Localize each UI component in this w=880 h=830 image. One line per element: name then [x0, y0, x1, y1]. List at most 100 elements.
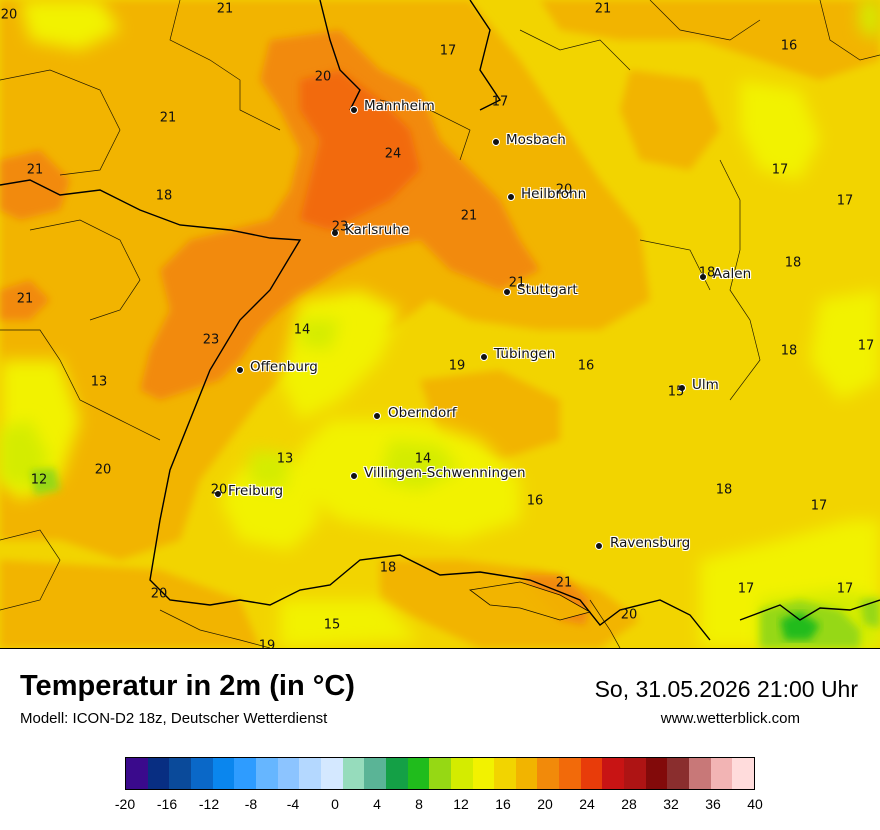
city-dot-ulm: [678, 384, 686, 392]
city-dot-ravensburg: [595, 542, 603, 550]
legend-swatch: [710, 758, 733, 789]
city-label-villingen-schwenningen: Villingen-Schwenningen: [364, 465, 526, 481]
city-dot-freiburg: [214, 490, 222, 498]
temp-value: 18: [698, 265, 716, 281]
legend-tick-label: -16: [156, 796, 178, 812]
temp-value: 19: [258, 638, 276, 649]
temp-value: 17: [771, 162, 789, 178]
legend-swatch: [255, 758, 278, 789]
temp-value: 16: [526, 493, 544, 509]
city-label-stuttgart: Stuttgart: [517, 282, 578, 298]
temp-value: 20: [94, 462, 112, 478]
legend-tick-label: -4: [286, 796, 300, 812]
legend-tick-label: 20: [537, 796, 553, 812]
legend-tick-label: 32: [663, 796, 679, 812]
legend-swatch: [429, 758, 451, 789]
temp-value: 18: [715, 482, 733, 498]
temp-value: 15: [667, 384, 685, 400]
temperature-map: Mannheim Mosbach Heilbronn Karlsruhe Stu…: [0, 0, 880, 649]
temp-value: 20: [150, 586, 168, 602]
city-label-ulm: Ulm: [692, 377, 719, 393]
temp-value: 17: [836, 193, 854, 209]
legend-swatch: [364, 758, 386, 789]
legend-tick-label: -20: [114, 796, 136, 812]
temp-value: 23: [331, 219, 349, 235]
legend-swatch: [580, 758, 603, 789]
temp-value: 16: [577, 358, 595, 374]
temp-value: 16: [780, 38, 798, 54]
temp-value: 17: [836, 581, 854, 597]
color-scale-legend: [125, 757, 755, 790]
legend-tick-label: 40: [747, 796, 763, 812]
legend-tick-label: 4: [373, 796, 381, 812]
city-dot-tuebingen: [480, 353, 488, 361]
temp-value: 20: [620, 607, 638, 623]
temperature-field: [0, 0, 880, 648]
city-label-karlsruhe: Karlsruhe: [345, 222, 410, 238]
temp-value: 19: [448, 358, 466, 374]
legend-tick-label: -8: [244, 796, 258, 812]
city-dot-offenburg: [236, 366, 244, 374]
city-label-tuebingen: Tübingen: [494, 346, 556, 362]
city-label-freiburg: Freiburg: [228, 483, 284, 499]
temp-value: 21: [159, 110, 177, 126]
city-label-oberndorf: Oberndorf: [388, 405, 457, 421]
temp-value: 20: [314, 69, 332, 85]
temp-value: 21: [216, 1, 234, 17]
legend-swatch: [645, 758, 668, 789]
legend-swatch: [299, 758, 321, 789]
temp-value: 17: [491, 94, 509, 110]
temp-band-24: [300, 70, 420, 230]
legend-swatch: [212, 758, 235, 789]
legend-swatch: [602, 758, 625, 789]
legend-swatch: [147, 758, 170, 789]
temp-value: 17: [810, 498, 828, 514]
legend-tick-label: 24: [579, 796, 595, 812]
city-dot-stuttgart: [503, 288, 511, 296]
legend-tick-label: 36: [705, 796, 721, 812]
temp-value: 20: [210, 482, 228, 498]
temp-value: 21: [26, 162, 44, 178]
temp-value: 12: [30, 472, 48, 488]
legend-swatch: [277, 758, 300, 789]
temp-value: 15: [323, 617, 341, 633]
temp-band-10: [780, 612, 820, 640]
legend-swatch: [494, 758, 516, 789]
temp-value: 23: [202, 332, 220, 348]
temp-value: 20: [555, 182, 573, 198]
district-borders: [0, 0, 880, 648]
legend-swatch: [450, 758, 473, 789]
temp-value: 20: [0, 7, 18, 23]
legend-tick-label: 28: [621, 796, 637, 812]
website-credit: www.wetterblick.com: [660, 710, 800, 727]
temp-value: 21: [594, 1, 612, 17]
legend-tick-label: 8: [415, 796, 423, 812]
city-label-mosbach: Mosbach: [506, 132, 566, 148]
city-dot-karlsruhe: [331, 229, 339, 237]
city-dot-aalen: [699, 273, 707, 281]
legend-swatch: [732, 758, 755, 789]
city-dot-heilbronn: [507, 193, 515, 201]
legend-swatch: [537, 758, 560, 789]
temp-value: 18: [155, 188, 173, 204]
legend-swatch: [407, 758, 430, 789]
legend-swatch: [624, 758, 646, 789]
temp-value: 21: [555, 575, 573, 591]
forecast-datetime: So, 31.05.2026 21:00 Uhr: [594, 676, 858, 702]
legend-swatch: [515, 758, 538, 789]
legend-ticks: -20 -16 -12 -8 -4 0 4 8 12 16 20 24 28 32 36 40: [0, 796, 880, 814]
temp-value: 17: [737, 581, 755, 597]
legend-swatch: [320, 758, 343, 789]
legend-swatch: [559, 758, 581, 789]
country-borders: [0, 0, 880, 641]
temp-band-16: [0, 0, 880, 648]
city-dot-oberndorf: [373, 412, 381, 420]
temp-value: 17: [857, 338, 875, 354]
city-dot-mannheim: [350, 106, 358, 114]
city-label-aalen: Aalen: [713, 266, 752, 282]
legend-swatch: [667, 758, 690, 789]
lake-constance: [469, 581, 592, 621]
temp-value: 21: [460, 208, 478, 224]
temp-value: 13: [90, 374, 108, 390]
city-label-ravensburg: Ravensburg: [610, 535, 691, 551]
